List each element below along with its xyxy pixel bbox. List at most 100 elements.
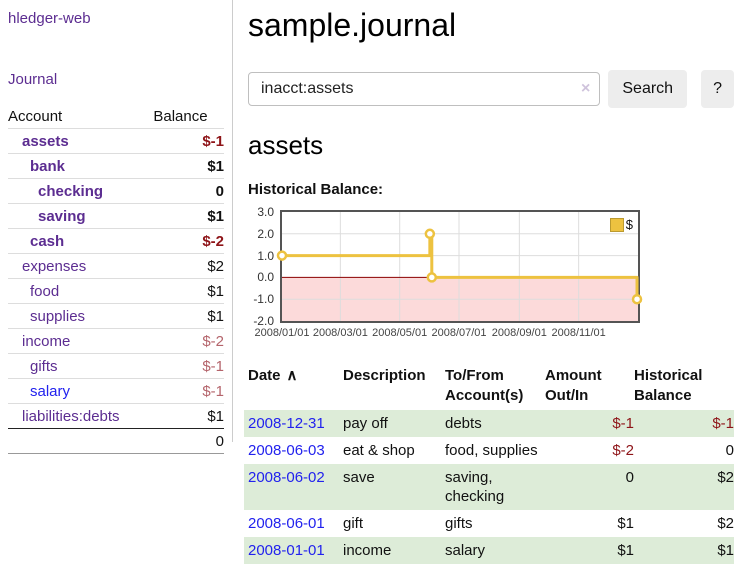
account-link[interactable]: gifts [30,357,58,375]
search-form: × Search ? [248,70,734,108]
chart-y-axis: -2.0 -1.0 0.0 1.0 2.0 3.0 [248,206,274,327]
sort-asc-icon[interactable]: ∧ [286,367,298,384]
legend-label: $ [625,217,633,232]
y-tick-label: -2.0 [253,314,274,328]
accounts-total-row: 0 [8,428,224,454]
chart-series-svg [276,212,643,321]
x-tick-label: 2008/05/01 [372,327,428,339]
transaction-description: save [343,464,445,510]
transaction-row: 2008-06-02 save saving, checking 0 $2 [244,464,734,510]
account-link[interactable]: income [22,332,71,350]
account-link[interactable]: saving [38,207,86,225]
account-balance: $1 [207,407,224,425]
transaction-date: 2008-06-02 [244,464,343,510]
transaction-row: 2008-12-31 pay off debts $-1 $-1 [244,410,734,437]
app-title-link[interactable]: hledger-web [8,10,91,27]
chart-plot-area: $ [276,210,643,323]
account-balance: $1 [207,157,224,175]
column-header-description: Description [343,367,426,384]
transaction-accounts: saving, checking [445,464,545,510]
account-balance: $-1 [202,382,224,400]
register-header-row: Date ∧ Description To/From Account(s) Amo… [244,364,734,410]
transaction-date-link[interactable]: 2008-06-03 [248,442,325,459]
sidebar: hledger-web Journal Account Balance asse… [0,0,233,454]
chart-legend: $ [609,217,633,232]
register-table: Date ∧ Description To/From Account(s) Amo… [244,364,734,564]
x-tick-label: 2008/03/01 [312,327,368,339]
account-link[interactable]: bank [30,157,66,175]
column-header-date: Date ∧ [248,367,298,384]
transaction-amount: 0 [545,464,634,510]
transaction-date: 2008-06-01 [244,510,343,537]
account-row: cash $-2 [8,228,224,254]
transaction-accounts: gifts [445,515,473,532]
column-header-accounts: To/From Account(s) [445,367,524,404]
balance-chart: -2.0 -1.0 0.0 1.0 2.0 3.0 $ 2008/01/01 2008/03… [248,203,734,343]
transaction-date-link[interactable]: 2008-06-02 [248,469,325,486]
transaction-amount: $1 [545,537,634,564]
account-row: liabilities:debts $1 [8,403,224,429]
account-row: income $-2 [8,328,224,354]
transaction-amount: $-2 [612,442,634,459]
account-link[interactable]: supplies [30,307,86,325]
search-button[interactable]: Search [608,70,688,108]
accounts-table: Account Balance assets $-1 bank $1 checking 0… [8,104,224,454]
transaction-accounts: food, supplies [445,442,538,459]
account-link[interactable]: salary [30,382,71,400]
account-balance: $1 [207,207,224,225]
transaction-description: pay off [343,410,445,437]
help-button[interactable]: ? [701,70,734,108]
account-row: expenses $2 [8,253,224,279]
account-link[interactable]: assets [22,132,69,150]
accounts-header-account: Account [8,107,63,125]
transaction-amount: $1 [617,515,634,532]
y-tick-label: 0.0 [257,270,274,285]
clear-search-icon[interactable]: × [581,80,591,97]
main-content: sample.journal × Search ? assets Histori… [234,0,742,564]
account-link[interactable]: food [30,282,60,300]
sidebar-item-journal[interactable]: Journal [8,71,58,88]
y-tick-label: 2.0 [257,226,274,241]
account-balance: 0 [215,182,224,200]
search-box: × [248,72,601,106]
y-tick-label: 1.0 [257,248,274,263]
transaction-row: 2008-06-01 gift gifts $1 $2 [244,510,734,537]
transaction-balance: 0 [725,442,734,459]
transaction-balance: $2 [717,515,734,532]
transaction-row: 2008-01-01 income salary $1 $1 [244,537,734,564]
account-row: supplies $1 [8,303,224,329]
y-tick-label: -1.0 [253,292,274,307]
accounts-header-row: Account Balance [8,104,224,129]
account-heading: assets [248,130,324,160]
x-tick-label: 2008/09/01 [491,327,547,339]
account-balance: $1 [207,282,224,300]
transaction-description: income [343,537,445,564]
column-header-balance: Historical Balance [634,367,703,404]
transaction-date: 2008-06-03 [244,437,343,464]
transaction-date: 2008-01-01 [244,537,343,564]
chart-x-axis: 2008/01/01 2008/03/01 2008/05/01 2008/07/01… [248,327,734,341]
transaction-accounts: debts [445,410,545,437]
search-input[interactable] [248,72,601,106]
account-balance: $2 [207,257,224,275]
transaction-date-link[interactable]: 2008-06-01 [248,515,325,532]
account-balance: $-2 [202,232,224,250]
account-link[interactable]: liabilities:debts [22,407,120,425]
x-tick-label: 2008/01/01 [254,327,310,339]
accounts-header-balance: Balance [153,107,208,125]
account-balance: $-2 [202,332,224,350]
account-balance: $1 [207,307,224,325]
transaction-date-link[interactable]: 2008-12-31 [248,415,325,432]
account-row: saving $1 [8,203,224,229]
account-link[interactable]: checking [38,182,104,200]
page-title: sample.journal [248,7,457,43]
accounts-total: 0 [215,432,224,450]
account-link[interactable]: expenses [22,257,87,275]
account-balance: $-1 [202,132,224,150]
transaction-date-link[interactable]: 2008-01-01 [248,542,325,559]
transaction-date: 2008-12-31 [244,410,343,437]
account-row: assets $-1 [8,128,224,154]
account-link[interactable]: cash [30,232,65,250]
column-header-amount: Amount Out/In [545,367,602,404]
y-tick-label: 3.0 [257,205,274,219]
